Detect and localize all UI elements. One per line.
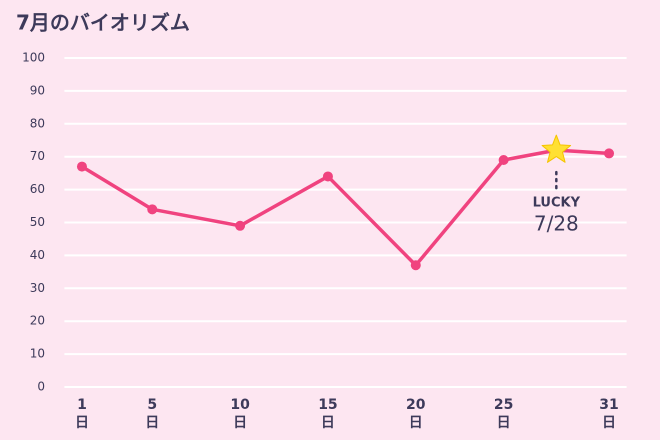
x-tick-unit: 日 xyxy=(75,415,89,431)
y-tick-label: 40 xyxy=(30,248,45,262)
y-tick-label: 50 xyxy=(30,215,45,229)
x-tick-unit: 日 xyxy=(321,415,335,431)
x-tick-unit: 日 xyxy=(233,415,247,431)
x-tick-label: 31 xyxy=(599,397,618,413)
point xyxy=(410,260,421,271)
x-tick-label: 5 xyxy=(147,397,157,413)
y-tick-label: 70 xyxy=(30,149,45,163)
y-tick-label: 90 xyxy=(30,83,45,97)
x-tick-label: 10 xyxy=(230,397,250,413)
x-tick-unit: 日 xyxy=(497,415,511,431)
annotation-label: LUCKY xyxy=(533,196,581,211)
y-tick-label: 10 xyxy=(30,347,45,361)
point xyxy=(147,204,158,215)
annotation-date: 7/28 xyxy=(534,212,579,236)
x-tick-unit: 日 xyxy=(602,415,616,431)
point xyxy=(498,154,509,165)
point xyxy=(235,220,246,231)
x-tick-label: 20 xyxy=(406,397,426,413)
y-tick-label: 30 xyxy=(30,281,45,295)
point xyxy=(604,148,615,159)
lucky-star xyxy=(541,134,572,163)
x-tick-unit: 日 xyxy=(409,415,423,431)
x-tick-label: 1 xyxy=(77,397,87,413)
y-tick-label: 100 xyxy=(22,51,45,65)
y-tick-label: 0 xyxy=(37,380,45,394)
y-tick-label: 60 xyxy=(30,182,45,196)
x-tick-label: 25 xyxy=(494,397,513,413)
line xyxy=(81,148,610,268)
y-tick-label: 80 xyxy=(30,116,45,130)
point xyxy=(322,171,333,182)
x-tick-unit: 日 xyxy=(145,415,159,431)
chart-title: 7月のバイオリズム xyxy=(16,11,190,35)
y-tick-label: 20 xyxy=(30,314,45,328)
point xyxy=(76,161,87,172)
x-tick-label: 15 xyxy=(318,397,337,413)
